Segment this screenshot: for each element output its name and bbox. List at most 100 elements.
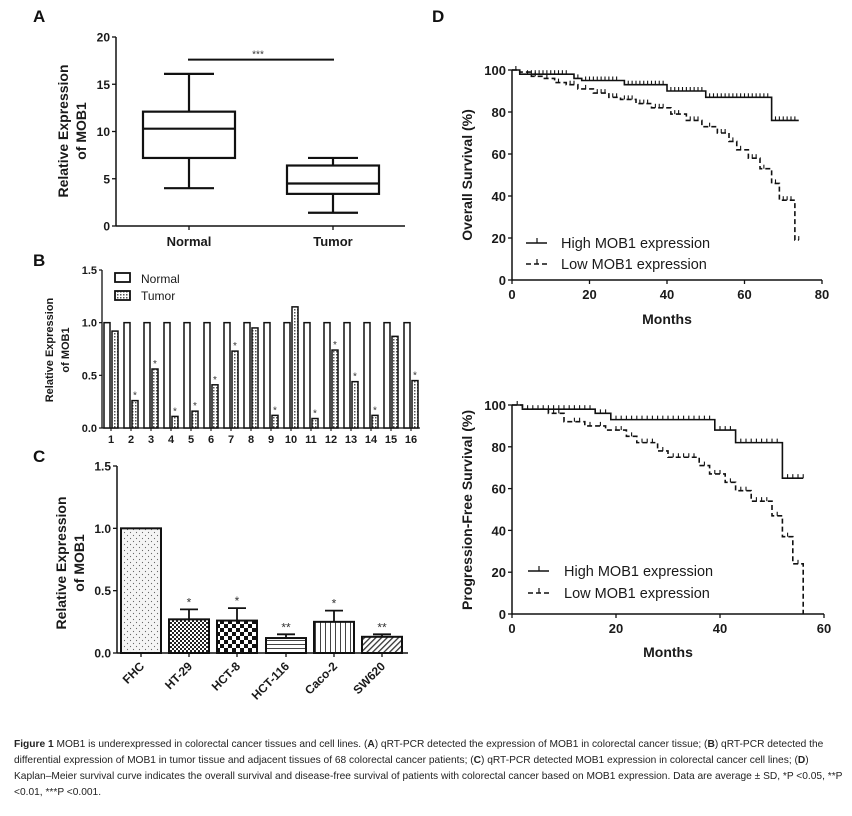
panel-b-ylabel-line2: of MOB1 bbox=[60, 327, 72, 372]
bar-normal bbox=[303, 321, 311, 429]
bar-normal bbox=[223, 321, 231, 429]
bar-hct-116 bbox=[265, 637, 307, 654]
significance-star: ** bbox=[377, 620, 387, 634]
bar-normal bbox=[243, 321, 251, 429]
significance-star: * bbox=[373, 405, 377, 416]
y-tick-label: 0 bbox=[499, 273, 506, 288]
x-tick-label: Normal bbox=[167, 234, 212, 249]
box-iqr bbox=[141, 110, 237, 160]
bar-normal bbox=[163, 321, 171, 429]
y-tick-label: 20 bbox=[492, 231, 506, 246]
bar-tumor bbox=[311, 417, 319, 429]
panel-b-legend: Normal Tumor bbox=[114, 272, 180, 303]
legend-label-high: High MOB1 expression bbox=[561, 236, 710, 252]
x-tick-label: 2 bbox=[128, 434, 134, 446]
bar-normal bbox=[403, 321, 411, 429]
bar-fhc bbox=[120, 527, 162, 654]
panel-d2-curves bbox=[512, 401, 804, 614]
box-normal bbox=[141, 72, 237, 190]
y-tick-label: 40 bbox=[492, 189, 506, 204]
panel-a-ylabel-line2: of MOB1 bbox=[73, 102, 89, 160]
panel-d2-ylabel: Progression-Free Survival (%) bbox=[459, 410, 475, 610]
panel-c-marks: * ****** bbox=[120, 527, 403, 655]
x-tick-label: 14 bbox=[365, 434, 378, 446]
significance-star: * bbox=[153, 359, 157, 370]
x-tick-label: SW620 bbox=[350, 659, 388, 697]
bar-sw620 bbox=[361, 635, 403, 655]
panel-c-ylabel-line2: of MOB1 bbox=[71, 534, 87, 592]
bar-tumor bbox=[331, 349, 339, 429]
x-tick-label: 6 bbox=[208, 434, 214, 446]
y-tick-label: 20 bbox=[492, 565, 506, 580]
legend-swatch-normal bbox=[114, 272, 131, 283]
panel-d2-xlabel: Months bbox=[643, 644, 693, 660]
bar-tumor bbox=[191, 410, 199, 429]
bar-tumor bbox=[351, 380, 359, 429]
x-tick-label: 7 bbox=[228, 434, 234, 446]
x-tick-label: Caco-2 bbox=[302, 659, 340, 697]
km-series-low bbox=[512, 404, 804, 614]
figure-caption: Figure 1 MOB1 is underexpressed in color… bbox=[14, 737, 844, 801]
panel-c-bar-chart: 0.0 0.5 1.0 1.5 FHC HT-29 HCT-8 HCT-116 Caco-2 SW… bbox=[53, 460, 408, 703]
bar-ht-29 bbox=[168, 618, 210, 655]
caption-fragment: ) qRT-PCR detected the differential expr… bbox=[14, 739, 824, 766]
panel-a-axes: 0 5 10 15 20 Normal Tumor bbox=[97, 31, 405, 249]
significance-star: * bbox=[273, 405, 277, 416]
panel-b-bar-chart: 0.00.51.01.51 2 3 4 5 6 7 8 9 10 11 12 13 14 15 16 *** *… bbox=[44, 265, 420, 446]
significance-star: * bbox=[133, 391, 137, 402]
y-tick-label: 10 bbox=[97, 125, 111, 139]
bar-normal bbox=[183, 321, 191, 429]
bar-tumor bbox=[151, 368, 159, 429]
x-tick-label: 12 bbox=[325, 434, 337, 446]
x-tick-label: 11 bbox=[305, 434, 317, 446]
caption-body: MOB1 is underexpressed in colorectal can… bbox=[14, 739, 842, 798]
panel-d1-legend: High MOB1 expression Low MOB1 expression bbox=[526, 236, 710, 273]
panel-c-ylabel-line1: Relative Expression bbox=[53, 496, 69, 629]
panel-d2-legend: High MOB1 expression Low MOB1 expression bbox=[528, 564, 713, 602]
bar-tumor bbox=[251, 327, 259, 429]
bar-normal bbox=[323, 321, 331, 429]
panel-a-boxplot: 0 5 10 15 20 Normal Tumor *** Relative Express… bbox=[55, 31, 405, 249]
x-tick-label: 15 bbox=[385, 434, 397, 446]
y-tick-label: 0 bbox=[103, 220, 110, 234]
panel-b-marks: * * * * * * * * * * * * bbox=[103, 306, 419, 429]
x-tick-label: 16 bbox=[405, 434, 417, 446]
x-tick-label: 80 bbox=[815, 287, 829, 302]
bar-normal bbox=[203, 321, 211, 429]
y-tick-label: 40 bbox=[492, 523, 506, 538]
x-tick-label: Tumor bbox=[313, 234, 352, 249]
bar-tumor bbox=[271, 414, 279, 429]
y-tick-label: 1.0 bbox=[94, 522, 111, 536]
panel-d-progression-free-survival: 0 20 40 60 80 100 0 20 40 60 Progression-Free Sur… bbox=[459, 398, 831, 660]
significance-star: * bbox=[413, 371, 417, 382]
significance-star: * bbox=[187, 595, 192, 609]
panel-letter-d: D bbox=[432, 7, 444, 26]
x-tick-label: FHC bbox=[120, 659, 148, 687]
significance-star: * bbox=[235, 594, 240, 608]
significance-star: * bbox=[353, 372, 357, 383]
bar-tumor bbox=[171, 415, 179, 429]
panel-a-marks: *** bbox=[141, 50, 381, 214]
box-tumor bbox=[285, 156, 381, 214]
x-tick-label: 9 bbox=[268, 434, 274, 446]
significance-star: * bbox=[213, 375, 217, 386]
y-tick-label: 60 bbox=[492, 147, 506, 162]
x-tick-label: 0 bbox=[508, 621, 515, 636]
bar-normal bbox=[343, 321, 351, 429]
km-series-low bbox=[512, 66, 800, 241]
x-tick-label: 0 bbox=[508, 287, 515, 302]
bar-tumor bbox=[211, 384, 219, 429]
panel-d2-axes: 0 20 40 60 80 100 0 20 40 60 bbox=[484, 398, 831, 636]
y-tick-label: 100 bbox=[484, 398, 506, 413]
x-tick-label: 20 bbox=[609, 621, 623, 636]
caption-fragment: ) qRT-PCR detected the expression of MOB… bbox=[374, 739, 708, 750]
bar-tumor bbox=[291, 306, 299, 429]
caption-fragment: D bbox=[797, 755, 806, 766]
panel-letter-a: A bbox=[33, 7, 45, 26]
y-tick-label: 1.5 bbox=[94, 460, 111, 474]
bar-hct-8 bbox=[216, 619, 258, 655]
y-tick-label: 5 bbox=[103, 172, 110, 186]
y-tick-label: 1.5 bbox=[82, 265, 97, 277]
x-tick-label: 60 bbox=[737, 287, 751, 302]
